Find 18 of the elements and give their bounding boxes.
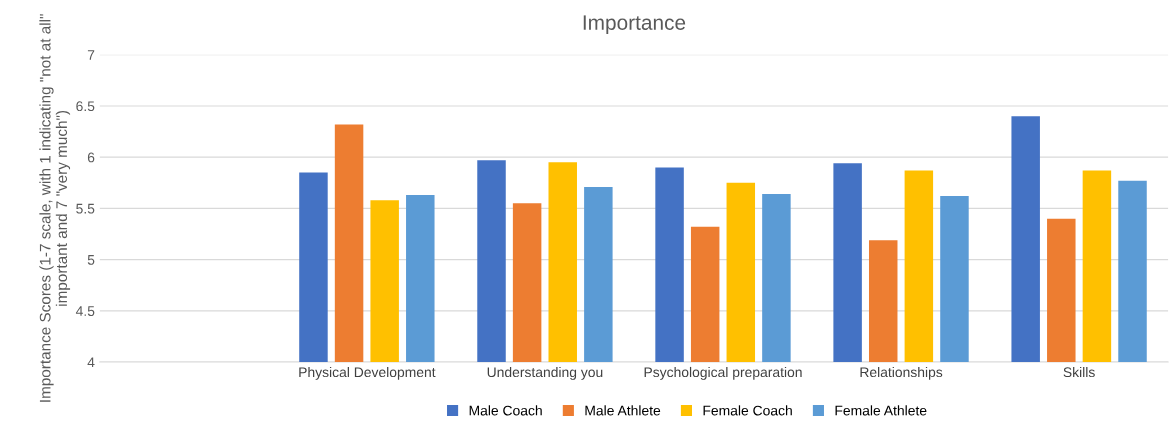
x-tick-label: Understanding you [487,366,603,380]
legend-label: Female Coach [703,405,792,416]
x-tick-label: Physical Development [299,366,436,380]
y-tick-label: 5 [87,255,95,265]
y-tick-label: 4.5 [75,306,95,317]
legend-label: Female Athlete [835,405,927,416]
y-tick-label: 5.5 [76,203,95,214]
x-tick-label: Relationships [860,366,943,380]
x-tick-label: Psychological preparation [644,366,802,380]
y-axis-title: Importance Scores (1-7 scale, with 1 indicating "not at all" important and 7 "very much") [39,14,71,402]
chart-title: Importance [583,15,686,35]
y-tick-label: 6 [87,152,95,163]
y-tick-label: 6.5 [76,101,95,112]
legend-label: Male Athlete [585,405,661,416]
x-tick-label: Skills [1063,366,1095,378]
y-tick-label: 4 [87,357,95,368]
legend-label: Male Coach [469,405,542,416]
y-tick-label: 7 [87,50,95,60]
